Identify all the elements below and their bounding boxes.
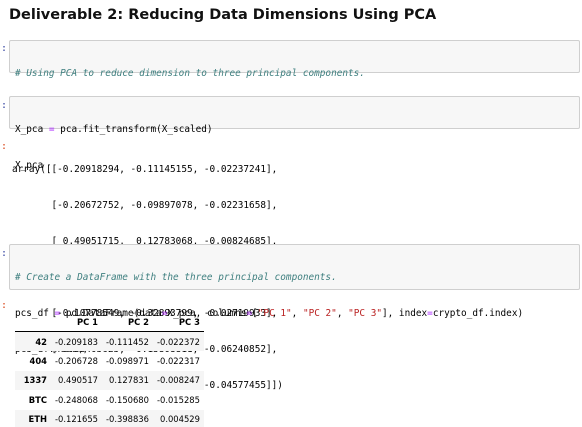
pc3-cell: 0.004529 bbox=[159, 414, 200, 425]
row-index: 42 bbox=[35, 336, 47, 347]
cell-3-prompt: : bbox=[1, 248, 8, 259]
row-index: ETH bbox=[28, 414, 47, 425]
pc1-cell: 0.490517 bbox=[58, 375, 98, 386]
table-row: ETH -0.121655 -0.398836 0.004529 bbox=[15, 409, 204, 427]
array-line: [-0.32405625, -0.15808811, -0.06240852], bbox=[12, 344, 278, 355]
cell-3-line-3: pcs_df.head() bbox=[15, 344, 89, 355]
table-row: 1337 0.490517 0.127831 -0.008247 bbox=[15, 370, 204, 390]
table-row: 42 -0.209183 -0.111452 -0.022372 bbox=[15, 331, 204, 351]
cell-2-editor[interactable]: X_pca = pca.fit_transform(X_scaled) X_pc… bbox=[9, 96, 580, 171]
cell-3-editor[interactable]: # Create a DataFrame with the three prin… bbox=[9, 244, 580, 355]
pc2-cell: -0.398836 bbox=[105, 414, 149, 425]
cell-1-editor[interactable]: # Using PCA to reduce dimension to three… bbox=[9, 40, 580, 115]
pcs-dataframe-table: PC 1 PC 2 PC 3 42 -0.209183 -0.111452 -0… bbox=[15, 312, 204, 427]
index-header bbox=[15, 312, 51, 332]
array-line: array([[-0.20918294, -0.11145155, -0.022… bbox=[12, 164, 278, 175]
pc2-header: PC 2 bbox=[101, 312, 153, 332]
array-line: [ 0.49051715, 0.12783068, -0.00824685], bbox=[12, 236, 278, 247]
pc1-cell: -0.206728 bbox=[55, 355, 98, 366]
output-3-prompt: : bbox=[1, 300, 8, 311]
array-line: [-0.20672752, -0.09897078, -0.02231658], bbox=[12, 200, 278, 211]
table-row: BTC -0.248068 -0.150680 -0.015285 bbox=[15, 390, 204, 410]
array-line: [-0.28409909, -0.08058184, -0.04577455]]… bbox=[12, 380, 283, 391]
pc3-cell: -0.015285 bbox=[156, 394, 200, 405]
pc3-cell: -0.008247 bbox=[156, 375, 200, 386]
pc2-cell: -0.098971 bbox=[105, 355, 149, 366]
pc3-cell: -0.022317 bbox=[156, 355, 200, 366]
pc2-cell: -0.150680 bbox=[105, 394, 149, 405]
cell-1-line-1: # Using PCA to reduce dimension to three… bbox=[15, 68, 365, 79]
output-2-prompt: : bbox=[1, 141, 8, 152]
notebook-heading: Deliverable 2: Reducing Data Dimensions … bbox=[9, 7, 437, 23]
cell-1-prompt: : bbox=[1, 43, 8, 54]
pc3-cell: -0.022372 bbox=[156, 336, 200, 347]
pc1-cell: -0.121655 bbox=[55, 414, 98, 425]
cell-2-prompt: : bbox=[1, 100, 8, 111]
table-header-row: PC 1 PC 2 PC 3 bbox=[15, 312, 204, 332]
row-index: 1337 bbox=[23, 375, 47, 386]
row-index: 404 bbox=[29, 355, 47, 366]
row-index: BTC bbox=[28, 394, 47, 405]
pc2-cell: -0.111452 bbox=[105, 336, 149, 347]
pc3-header: PC 3 bbox=[152, 312, 204, 332]
cell-3-line-1: # Create a DataFrame with the three prin… bbox=[15, 272, 337, 283]
cell-2-line-2: X_pca bbox=[15, 160, 44, 171]
pc2-cell: 0.127831 bbox=[109, 375, 149, 386]
table-row: 404 -0.206728 -0.098971 -0.022317 bbox=[15, 351, 204, 371]
pc1-cell: -0.209183 bbox=[55, 336, 98, 347]
pc1-header: PC 1 bbox=[51, 312, 102, 332]
pc1-cell: -0.248068 bbox=[55, 394, 98, 405]
cell-2-line-1: X_pca = pca.fit_transform(X_scaled) bbox=[15, 124, 213, 135]
